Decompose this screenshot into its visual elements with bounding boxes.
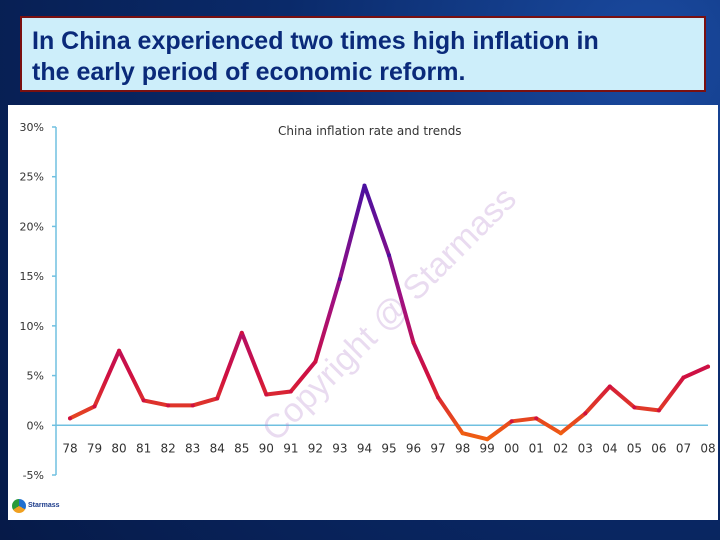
y-tick-label: 30% <box>20 121 44 134</box>
y-tick-label: -5% <box>23 469 44 482</box>
data-point <box>485 437 490 442</box>
x-tick-label: 97 <box>430 441 445 455</box>
x-tick-label: 94 <box>357 441 372 455</box>
data-point <box>436 395 441 400</box>
x-tick-label: 81 <box>136 441 151 455</box>
data-point <box>558 431 563 436</box>
x-tick-label: 91 <box>283 441 298 455</box>
data-point <box>706 364 710 369</box>
data-point <box>362 183 367 188</box>
data-point <box>681 375 686 380</box>
chart-panel: Copyright @ Starmass China inflation rat… <box>8 105 718 520</box>
data-point <box>190 403 195 408</box>
line-chart: Copyright @ Starmass China inflation rat… <box>20 121 716 482</box>
x-tick-label: 05 <box>627 441 642 455</box>
x-tick-label: 90 <box>259 441 274 455</box>
data-point <box>460 431 465 436</box>
y-tick-label: 15% <box>20 270 44 283</box>
x-tick-label: 84 <box>210 441 225 455</box>
x-tick-label: 08 <box>700 441 715 455</box>
x-tick-label: 92 <box>308 441 323 455</box>
data-point <box>387 253 391 258</box>
x-tick-label: 98 <box>455 441 470 455</box>
x-tick-label: 07 <box>676 441 691 455</box>
y-tick-label: 5% <box>27 370 44 383</box>
x-tick-label: 01 <box>529 441 544 455</box>
x-tick-label: 04 <box>602 441 617 455</box>
data-point <box>92 404 97 409</box>
chart-title: China inflation rate and trends <box>278 124 462 138</box>
data-point <box>509 419 514 424</box>
data-point <box>656 408 661 413</box>
data-point <box>141 398 146 403</box>
slide-title-line-1: In China experienced two times high infl… <box>32 27 599 55</box>
logo-icon <box>12 499 26 513</box>
y-tick-label: 10% <box>20 320 44 333</box>
data-point <box>264 392 269 397</box>
x-tick-label: 99 <box>480 441 495 455</box>
x-tick-label: 82 <box>161 441 176 455</box>
y-tick-label: 0% <box>27 419 44 432</box>
y-tick-label: 20% <box>20 220 44 233</box>
data-point <box>239 330 244 335</box>
data-point <box>607 384 612 389</box>
data-point <box>632 405 637 410</box>
x-tick-label: 78 <box>62 441 77 455</box>
x-tick-label: 80 <box>111 441 126 455</box>
data-point <box>337 277 342 282</box>
data-point <box>411 340 416 345</box>
data-point <box>68 416 72 421</box>
data-point <box>313 359 318 364</box>
x-tick-label: 83 <box>185 441 200 455</box>
x-tick-label: 96 <box>406 441 421 455</box>
data-point <box>288 389 293 394</box>
y-tick-label: 25% <box>20 171 44 184</box>
x-tick-label: 95 <box>381 441 396 455</box>
x-tick-label: 02 <box>553 441 568 455</box>
data-point <box>166 403 171 408</box>
data-point <box>117 348 122 353</box>
x-tick-label: 06 <box>651 441 666 455</box>
slide-title-line-2: the early period of economic reform. <box>32 58 466 86</box>
x-tick-label: 00 <box>504 441 519 455</box>
watermark: Copyright @ Starmass <box>255 180 524 449</box>
data-point <box>583 411 588 416</box>
data-point <box>534 416 539 421</box>
x-tick-label: 85 <box>234 441 249 455</box>
title-box: In China experienced two times high infl… <box>20 16 706 92</box>
data-point <box>215 396 220 401</box>
x-tick-label: 79 <box>87 441 102 455</box>
logo-text: Starmass <box>28 502 60 509</box>
x-tick-label: 93 <box>332 441 347 455</box>
starmass-logo: Starmass <box>10 496 60 520</box>
x-tick-label: 03 <box>578 441 593 455</box>
